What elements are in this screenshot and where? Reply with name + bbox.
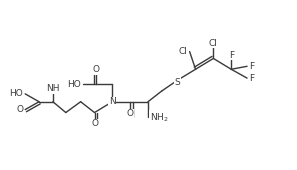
Text: F: F bbox=[249, 74, 254, 83]
Text: F: F bbox=[229, 50, 234, 59]
Text: O: O bbox=[127, 109, 134, 118]
Text: O: O bbox=[93, 65, 100, 74]
Text: NH: NH bbox=[46, 84, 60, 93]
Text: N: N bbox=[109, 97, 116, 106]
Text: S: S bbox=[175, 78, 181, 87]
Text: O: O bbox=[16, 105, 23, 114]
Text: HO: HO bbox=[10, 89, 23, 98]
Text: O: O bbox=[91, 119, 98, 128]
Text: NH$_2$: NH$_2$ bbox=[150, 111, 169, 124]
Text: Cl: Cl bbox=[209, 39, 218, 48]
Text: F: F bbox=[249, 62, 254, 71]
Text: HO: HO bbox=[67, 80, 81, 89]
Text: Cl: Cl bbox=[179, 47, 188, 56]
